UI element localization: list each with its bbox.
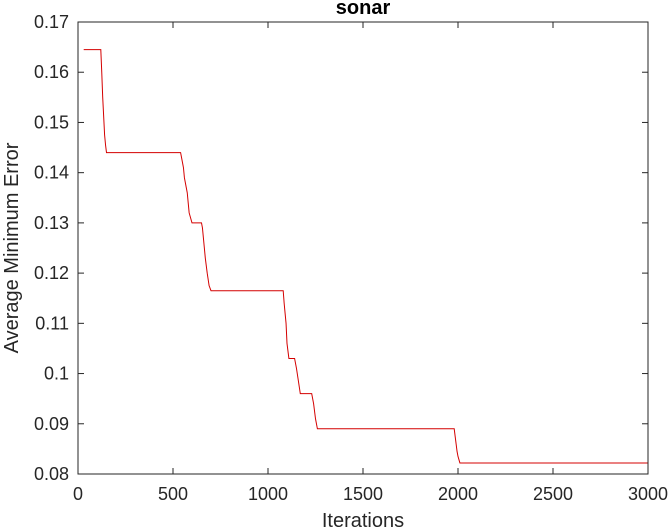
y-tick-label: 0.12	[34, 263, 69, 283]
y-tick-label: 0.17	[34, 12, 69, 32]
series-line	[83, 49, 648, 464]
y-tick-label: 0.16	[34, 62, 69, 82]
y-tick-label: 0.11	[35, 313, 69, 333]
y-tick-label: 0.09	[34, 414, 69, 434]
x-tick-label: 3000	[628, 484, 668, 504]
x-tick-label: 2000	[438, 484, 478, 504]
plot-area	[78, 22, 648, 474]
ticks-layer: 0 500 1000 1500 2000 2500 3000 0.08 0.09 0.1 0.11 0…	[34, 12, 668, 504]
y-tick-label: 0.14	[34, 163, 69, 183]
y-tick-label: 0.15	[34, 112, 69, 132]
x-tick-label: 500	[158, 484, 188, 504]
series-layer	[83, 49, 648, 464]
y-tick-label: 0.13	[34, 213, 69, 233]
y-axis-label: Average Minimum Error	[1, 142, 23, 353]
chart-title: sonar	[336, 0, 391, 19]
y-tick-label: 0.08	[34, 464, 69, 484]
x-axis-label: Iterations	[322, 510, 404, 530]
x-tick-label: 1500	[343, 484, 383, 504]
x-tick-label: 2500	[533, 484, 573, 504]
x-tick-label: 0	[73, 484, 83, 504]
y-tick-label: 0.1	[44, 364, 69, 384]
x-tick-label: 1000	[248, 484, 288, 504]
